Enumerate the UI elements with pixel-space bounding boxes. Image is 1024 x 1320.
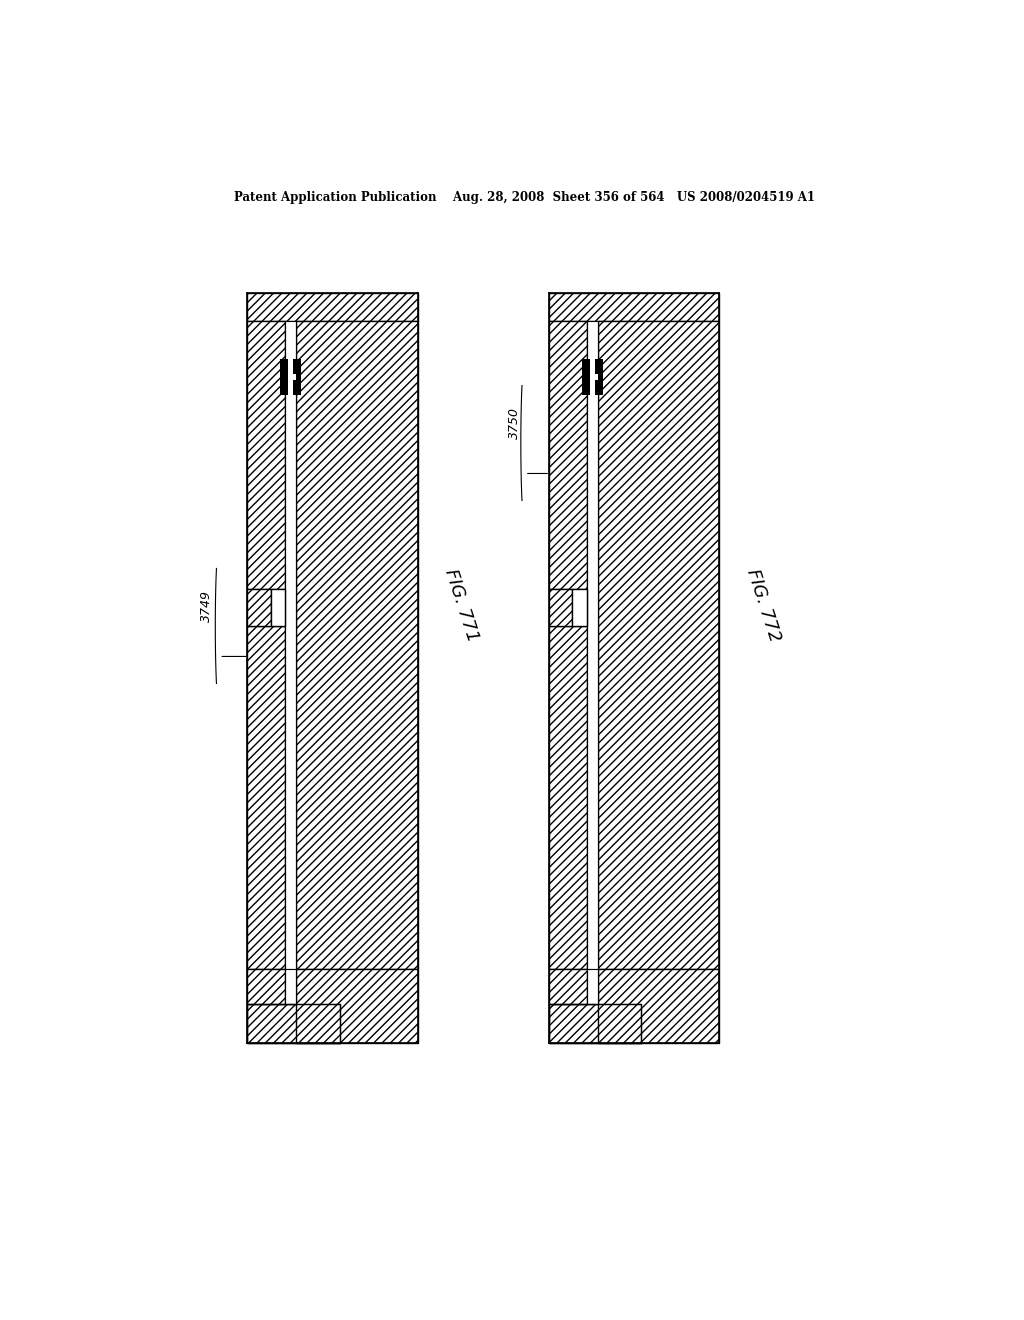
Text: 3749: 3749 (200, 590, 213, 622)
Bar (549, 1005, 641, 1043)
Bar (247, 1005, 340, 1043)
Bar (247, 589, 270, 626)
Bar (247, 1005, 340, 1043)
Bar (293, 359, 301, 395)
Bar (598, 321, 719, 969)
Bar (247, 969, 285, 1005)
Bar (595, 359, 602, 395)
Bar (247, 293, 418, 321)
Bar (247, 626, 285, 969)
Bar (587, 969, 598, 1005)
Bar (296, 321, 418, 969)
Bar (572, 589, 587, 626)
Bar (281, 359, 289, 395)
Text: FIG. 772: FIG. 772 (743, 566, 783, 644)
Text: Patent Application Publication    Aug. 28, 2008  Sheet 356 of 564   US 2008/0204: Patent Application Publication Aug. 28, … (234, 190, 815, 203)
Bar (598, 969, 719, 1043)
Bar (549, 589, 572, 626)
Bar (549, 626, 587, 969)
Bar (296, 969, 418, 1043)
Bar (285, 969, 296, 1005)
Bar (549, 293, 719, 321)
Text: 3750: 3750 (508, 407, 521, 438)
Bar (289, 374, 296, 380)
Text: FIG. 771: FIG. 771 (441, 566, 482, 644)
Bar (590, 374, 598, 380)
Bar (549, 969, 587, 1005)
Bar (549, 321, 587, 589)
Bar (587, 321, 598, 969)
Bar (247, 321, 285, 589)
Bar (549, 1005, 641, 1043)
Bar (582, 359, 590, 395)
Bar (270, 589, 285, 626)
Bar (285, 321, 296, 969)
